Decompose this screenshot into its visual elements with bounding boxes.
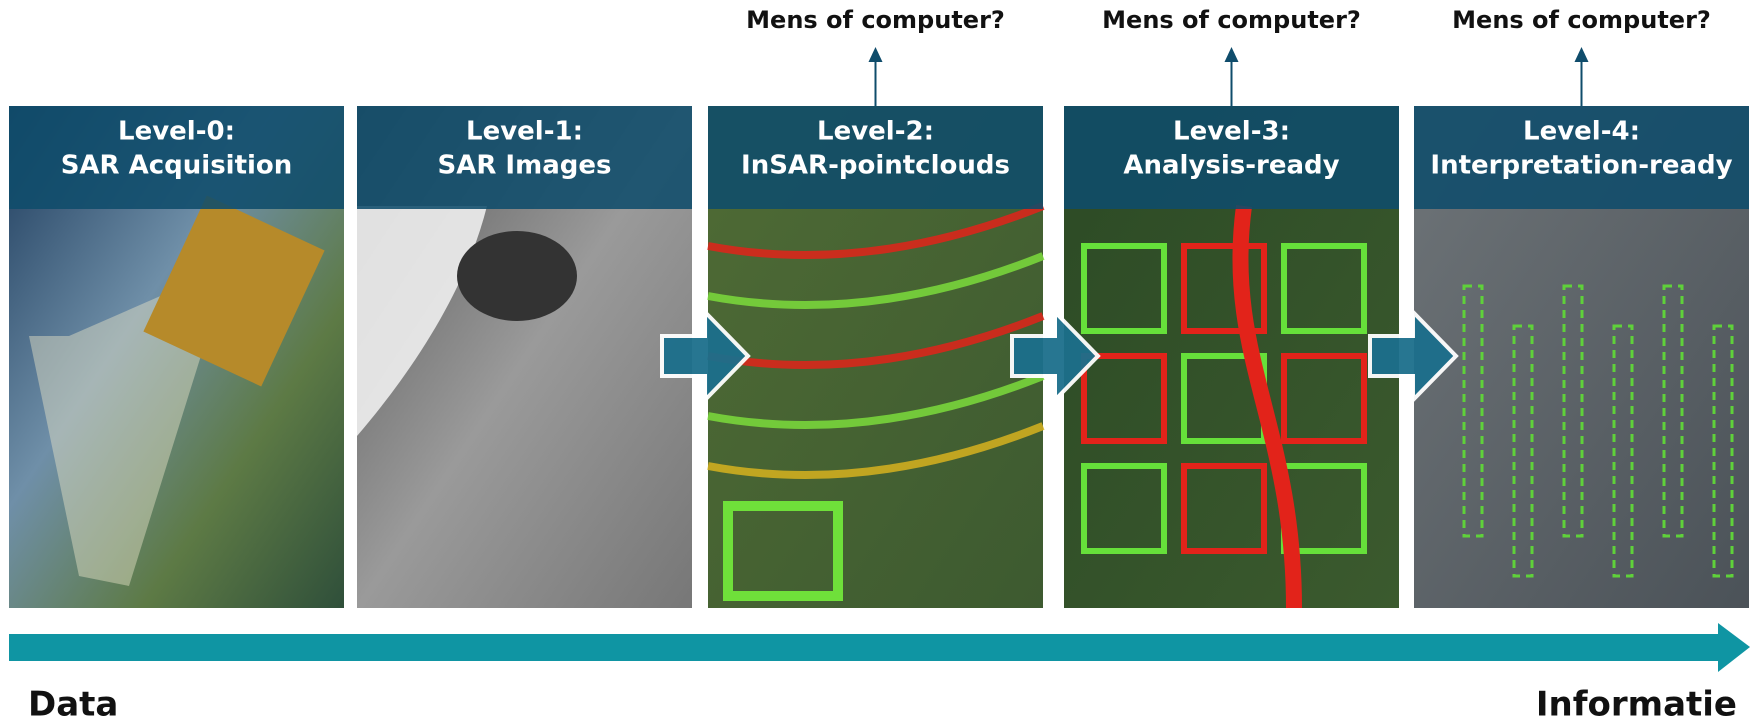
panel-title: SAR Acquisition: [61, 151, 293, 181]
panel-title: Analysis-ready: [1123, 151, 1339, 181]
question-arrowhead: [869, 47, 883, 62]
panel-level: Level-2:: [817, 117, 934, 147]
panels: Level-0: SAR Acquisition Level-1: SAR Image…: [9, 6, 1749, 608]
question-arrowhead: [1225, 47, 1239, 62]
panel-level: Level-3:: [1173, 117, 1290, 147]
start-label: Data: [28, 685, 118, 722]
question-arrowhead: [1575, 47, 1589, 62]
timeline-head: [1718, 623, 1750, 672]
panel-title: Interpretation-ready: [1430, 151, 1732, 181]
question: Mens of computer?: [1452, 6, 1711, 34]
lake: [457, 231, 577, 321]
end-label: Informatie: [1536, 685, 1737, 722]
page: {"panels": [ {"level": "Level-0:", "titl…: [0, 0, 1750, 722]
panel-title: SAR Images: [438, 151, 612, 181]
timeline-bar: [9, 634, 1721, 661]
question: Mens of computer?: [746, 6, 1005, 34]
panel-level: Level-1:: [466, 117, 583, 147]
panel-title: InSAR-pointclouds: [741, 151, 1010, 181]
panel-level: Level-4:: [1523, 117, 1640, 147]
question: Mens of computer?: [1102, 6, 1361, 34]
timeline: [9, 623, 1750, 672]
panel-level: Level-0:: [118, 117, 235, 147]
diagram: Level-0: SAR Acquisition Level-1: SAR Image…: [0, 0, 1750, 722]
